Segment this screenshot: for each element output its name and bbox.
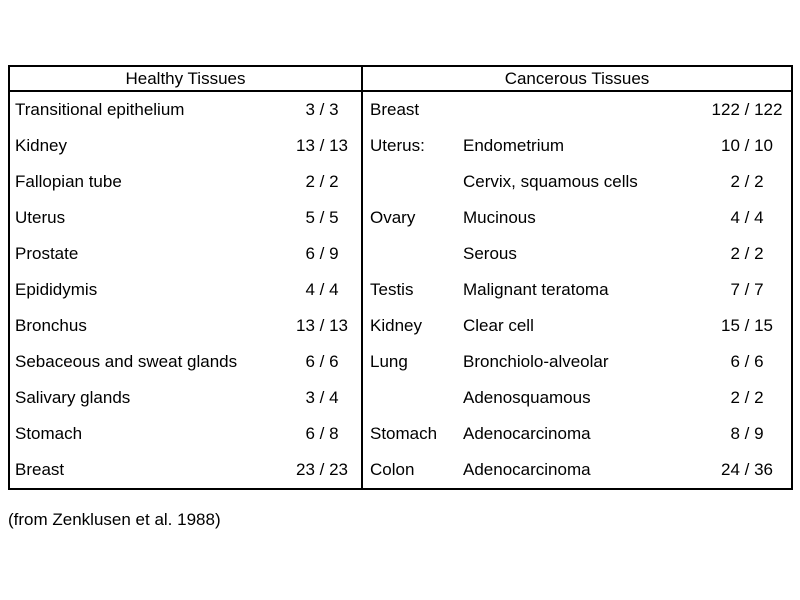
tissue-count: 10 / 10 — [721, 136, 773, 155]
tissue-name: Stomach — [15, 424, 83, 443]
table-row: Stomach Adenocarcinoma 8 / 9 — [363, 416, 791, 452]
tissue-name: Kidney — [15, 136, 67, 155]
tissue-count: 13 / 13 — [296, 316, 348, 335]
cancerous-tissues-section: Cancerous Tissues Breast 122 / 122 Uterus:… — [363, 67, 791, 488]
healthy-tissues-section: Healthy Tissues Transitional epithelium 3… — [10, 67, 361, 488]
tissue-count: 3 / 3 — [305, 100, 339, 119]
tumor-subtype: Bronchiolo-alveolar — [463, 352, 609, 371]
table-row: Adenosquamous 2 / 2 — [363, 380, 791, 416]
tumor-subtype: Clear cell — [463, 316, 534, 335]
table-row: Kidney Clear cell 15 / 15 — [363, 308, 791, 344]
tissue-count: 6 / 8 — [305, 424, 339, 443]
table-row: Lung Bronchiolo-alveolar 6 / 6 — [363, 344, 791, 380]
tissue-name: Breast — [15, 460, 65, 479]
tissue-count: 4 / 4 — [305, 280, 339, 299]
table-row: Kidney 13 / 13 — [10, 128, 361, 164]
table-row: Bronchus 13 / 13 — [10, 308, 361, 344]
table-row: Testis Malignant teratoma 7 / 7 — [363, 272, 791, 308]
table-row: Stomach 6 / 8 — [10, 416, 361, 452]
organ-name: Testis — [370, 280, 414, 299]
tissue-count: 3 / 4 — [305, 388, 339, 407]
tissue-name: Salivary glands — [15, 388, 131, 407]
healthy-tissues-header: Healthy Tissues — [10, 67, 361, 92]
organ-name: Breast — [370, 100, 420, 119]
tissue-count: 2 / 2 — [730, 388, 764, 407]
table-row: Colon Adenocarcinoma 24 / 36 — [363, 452, 791, 488]
tissue-count: 122 / 122 — [711, 100, 783, 119]
table-row: Breast 122 / 122 — [363, 92, 791, 128]
table-row: Breast 23 / 23 — [10, 452, 361, 488]
organ-name: Kidney — [370, 316, 422, 335]
tissue-name: Bronchus — [15, 316, 87, 335]
tumor-subtype: Mucinous — [463, 208, 536, 227]
tissue-name: Prostate — [15, 244, 79, 263]
organ-name: Uterus: — [370, 136, 425, 155]
table-row: Uterus: Endometrium 10 / 10 — [363, 128, 791, 164]
tissue-count: 13 / 13 — [296, 136, 348, 155]
tumor-subtype: Cervix, squamous cells — [463, 172, 638, 191]
table-row: Sebaceous and sweat glands 6 / 6 — [10, 344, 361, 380]
tissue-count: 2 / 2 — [305, 172, 339, 191]
table-row: Serous 2 / 2 — [363, 236, 791, 272]
cancerous-tissues-rows: Breast 122 / 122 Uterus: Endometrium 10 / 10… — [363, 92, 791, 488]
tissue-count: 2 / 2 — [730, 244, 764, 263]
tumor-subtype: Adenocarcinoma — [463, 424, 591, 443]
tissue-count: 7 / 7 — [730, 280, 764, 299]
table-row: Epididymis 4 / 4 — [10, 272, 361, 308]
table-row: Ovary Mucinous 4 / 4 — [363, 200, 791, 236]
table-row: Cervix, squamous cells 2 / 2 — [363, 164, 791, 200]
cancerous-tissues-header: Cancerous Tissues — [363, 67, 791, 92]
tissue-count: 2 / 2 — [730, 172, 764, 191]
tumor-subtype: Adenocarcinoma — [463, 460, 591, 479]
tissue-count: 4 / 4 — [730, 208, 764, 227]
tissue-table: Healthy Tissues Transitional epithelium 3… — [8, 65, 793, 490]
tissue-count: 8 / 9 — [730, 424, 764, 443]
tissue-count: 6 / 6 — [305, 352, 339, 371]
table-row: Transitional epithelium 3 / 3 — [10, 92, 361, 128]
table-row: Fallopian tube 2 / 2 — [10, 164, 361, 200]
healthy-tissues-rows: Transitional epithelium 3 / 3 Kidney 13 / 1… — [10, 92, 361, 488]
organ-name: Colon — [370, 460, 415, 479]
organ-name: Ovary — [370, 208, 416, 227]
tissue-name: Transitional epithelium — [15, 100, 185, 119]
tissue-name: Sebaceous and sweat glands — [15, 352, 238, 371]
table-row: Uterus 5 / 5 — [10, 200, 361, 236]
organ-name: Lung — [370, 352, 408, 371]
tumor-subtype: Serous — [463, 244, 517, 263]
tumor-subtype: Endometrium — [463, 136, 565, 155]
tissue-name: Fallopian tube — [15, 172, 122, 191]
tissue-name: Epididymis — [15, 280, 98, 299]
tissue-count: 15 / 15 — [721, 316, 773, 335]
tissue-count: 6 / 9 — [305, 244, 339, 263]
table-row: Prostate 6 / 9 — [10, 236, 361, 272]
tissue-name: Uterus — [15, 208, 66, 227]
table-row: Salivary glands 3 / 4 — [10, 380, 361, 416]
tissue-count: 5 / 5 — [305, 208, 339, 227]
tissue-count: 24 / 36 — [721, 460, 773, 479]
tissue-count: 6 / 6 — [730, 352, 764, 371]
organ-name: Stomach — [370, 424, 438, 443]
tumor-subtype: Adenosquamous — [463, 388, 591, 407]
source-caption: (from Zenklusen et al. 1988) — [8, 510, 221, 529]
tissue-count: 23 / 23 — [296, 460, 348, 479]
column-divider — [361, 67, 363, 488]
tumor-subtype: Malignant teratoma — [463, 280, 609, 299]
